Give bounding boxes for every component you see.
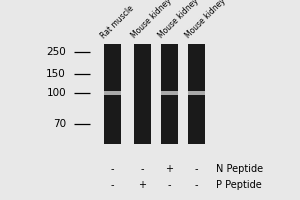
Bar [104,44,121,144]
Text: 250: 250 [46,47,66,57]
Bar [161,44,178,144]
Bar [161,91,178,95]
Text: -: - [141,164,144,174]
Text: 150: 150 [46,69,66,79]
Text: 100: 100 [46,88,66,98]
Text: N Peptide: N Peptide [216,164,263,174]
Text: Mouse kidney: Mouse kidney [183,0,227,40]
Text: -: - [111,180,114,190]
Bar [188,91,205,95]
Text: 70: 70 [53,119,66,129]
Text: -: - [168,180,171,190]
Text: +: + [139,180,146,190]
Text: -: - [111,164,114,174]
Text: Rat muscle: Rat muscle [99,3,136,40]
Text: -: - [195,180,198,190]
Text: -: - [195,164,198,174]
Text: Mouse kidney: Mouse kidney [156,0,200,40]
Text: Mouse kidney: Mouse kidney [129,0,173,40]
Text: +: + [166,164,173,174]
Bar [134,44,151,144]
Bar [188,44,205,144]
Bar [104,91,121,95]
Text: P Peptide: P Peptide [216,180,262,190]
